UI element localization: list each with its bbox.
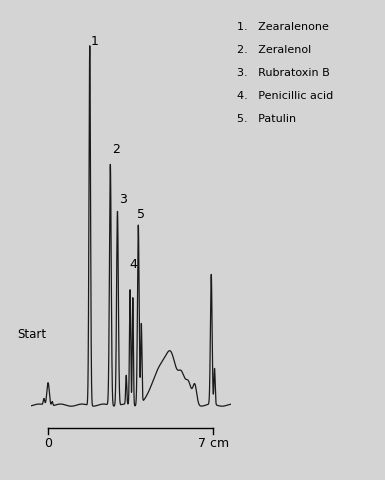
Text: 5.   Patulin: 5. Patulin xyxy=(237,114,296,124)
Text: 2: 2 xyxy=(112,143,120,156)
Text: 7 cm: 7 cm xyxy=(198,437,229,450)
Text: 2.   Zeralenol: 2. Zeralenol xyxy=(237,45,311,55)
Text: 4: 4 xyxy=(129,258,137,271)
Text: 5: 5 xyxy=(137,208,145,221)
Text: 1.   Zearalenone: 1. Zearalenone xyxy=(237,22,329,32)
Text: 4.   Penicillic acid: 4. Penicillic acid xyxy=(237,91,333,101)
Text: Start: Start xyxy=(18,328,47,341)
Text: 1: 1 xyxy=(90,35,99,48)
Text: 0: 0 xyxy=(44,437,52,450)
Text: 3: 3 xyxy=(119,193,127,206)
Text: 3.   Rubratoxin B: 3. Rubratoxin B xyxy=(237,68,330,78)
